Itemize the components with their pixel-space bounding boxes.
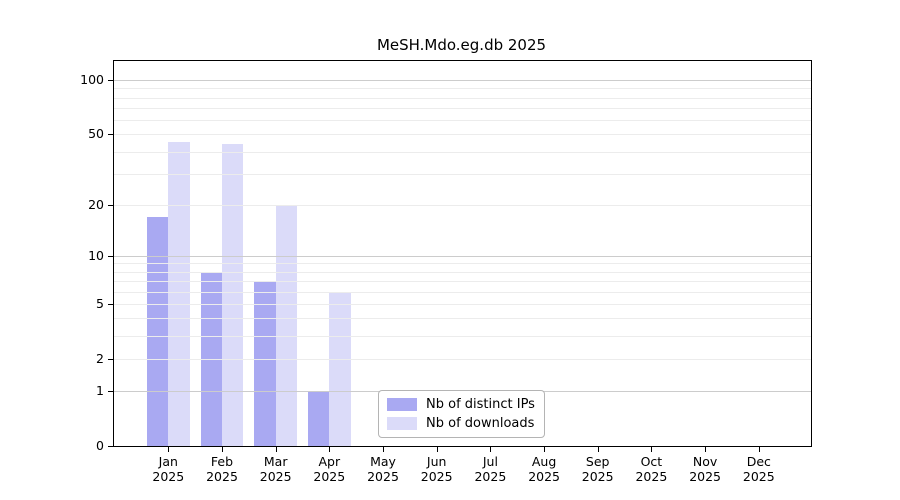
y-tick [108, 391, 114, 392]
gridline-minor [114, 281, 811, 283]
bar-nb-of-distinct-ips [254, 281, 276, 446]
gridline-minor [114, 151, 811, 153]
y-tick [108, 446, 114, 447]
plot-area: 0 1 2 5 10 20 50 100 Jan 2025 Feb 2025 Mar 2025 Apr 202… [80, 60, 812, 484]
y-axis-tick-label: 5 [96, 295, 104, 311]
gridline-minor [114, 291, 811, 293]
legend-entry-nb-of-downloads: Nb of downloads [387, 416, 536, 431]
gridline-minor [114, 88, 811, 90]
x-tick [329, 446, 331, 452]
x-tick [490, 446, 492, 452]
legend-label-nb-of-downloads: Nb of downloads [426, 416, 535, 431]
legend-swatch-nb-of-distinct-ips [387, 398, 417, 411]
x-tick [597, 446, 599, 452]
legend-entry-nb-of-distinct-ips: Nb of distinct IPs [387, 397, 536, 412]
gridline-minor [114, 358, 811, 360]
gridline-minor [114, 271, 811, 273]
x-tick [544, 446, 546, 452]
y-axis-tick-label: 2 [96, 350, 104, 366]
gridline-minor [114, 336, 811, 338]
x-axis-tick-label: May 2025 [367, 454, 399, 484]
gridline-minor [114, 120, 811, 121]
y-tick [108, 80, 114, 81]
legend-swatch-nb-of-downloads [387, 417, 417, 430]
x-tick [222, 446, 223, 452]
gridline-minor [114, 303, 811, 305]
x-axis-tick-label: Nov 2025 [689, 454, 721, 484]
x-axis-tick-label: Jul 2025 [474, 454, 507, 484]
y-axis-tick-label: 100 [80, 72, 104, 87]
gridline-major [114, 255, 811, 257]
x-axis-tick-label: Mar 2025 [259, 454, 292, 484]
x-axis-tick-label: Jan 2025 [152, 454, 185, 484]
y-tick [108, 134, 114, 136]
y-tick [108, 303, 114, 305]
y-axis-tick-label: 10 [88, 247, 104, 263]
y-axis-tick-label: 20 [88, 196, 104, 212]
bar-nb-of-downloads [275, 204, 298, 446]
gridline-minor [114, 173, 811, 175]
y-axis-tick-label: 0 [96, 438, 104, 453]
x-axis-tick-label: Feb 2025 [206, 454, 238, 484]
bar-nb-of-downloads [222, 144, 244, 446]
x-axis-tick-label: Oct 2025 [635, 454, 668, 484]
legend: Nb of distinct IPs Nb of downloads [378, 390, 545, 438]
y-tick [108, 255, 114, 257]
bar-nb-of-downloads [329, 291, 351, 446]
gridline-minor [114, 318, 811, 320]
gridline-minor [114, 108, 811, 109]
y-tick [108, 204, 114, 206]
x-axis-tick-label: Aug 2025 [528, 454, 560, 484]
x-tick [383, 446, 384, 452]
x-tick [168, 446, 170, 452]
gridline-minor [114, 204, 811, 206]
x-axis-tick-label: Sep 2025 [581, 454, 614, 484]
gridline-minor [114, 97, 811, 99]
gridline-major [114, 80, 811, 81]
y-axis-tick-label: 50 [88, 126, 104, 142]
x-tick [436, 446, 438, 452]
y-axis-tick-label: 1 [96, 383, 104, 398]
x-tick [651, 446, 653, 452]
x-axis-tick-label: Jun 2025 [420, 454, 453, 484]
x-tick [705, 446, 707, 452]
chart-title: MeSH.Mdo.eg.db 2025 [376, 36, 547, 54]
bar-nb-of-distinct-ips [307, 391, 330, 446]
legend-label-nb-of-distinct-ips: Nb of distinct IPs [426, 397, 535, 412]
x-axis-tick-label: Apr 2025 [313, 454, 346, 484]
gridline-minor [114, 263, 811, 265]
bar-nb-of-downloads [168, 142, 190, 446]
gridline-minor [114, 134, 811, 136]
x-tick [758, 446, 760, 452]
y-tick [108, 358, 114, 360]
x-axis-tick-label: Dec 2025 [742, 454, 775, 484]
x-tick [275, 446, 277, 452]
bar-nb-of-distinct-ips [146, 216, 169, 446]
